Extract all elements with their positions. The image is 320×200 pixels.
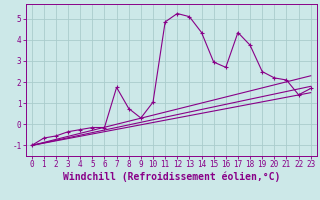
X-axis label: Windchill (Refroidissement éolien,°C): Windchill (Refroidissement éolien,°C) <box>62 172 280 182</box>
